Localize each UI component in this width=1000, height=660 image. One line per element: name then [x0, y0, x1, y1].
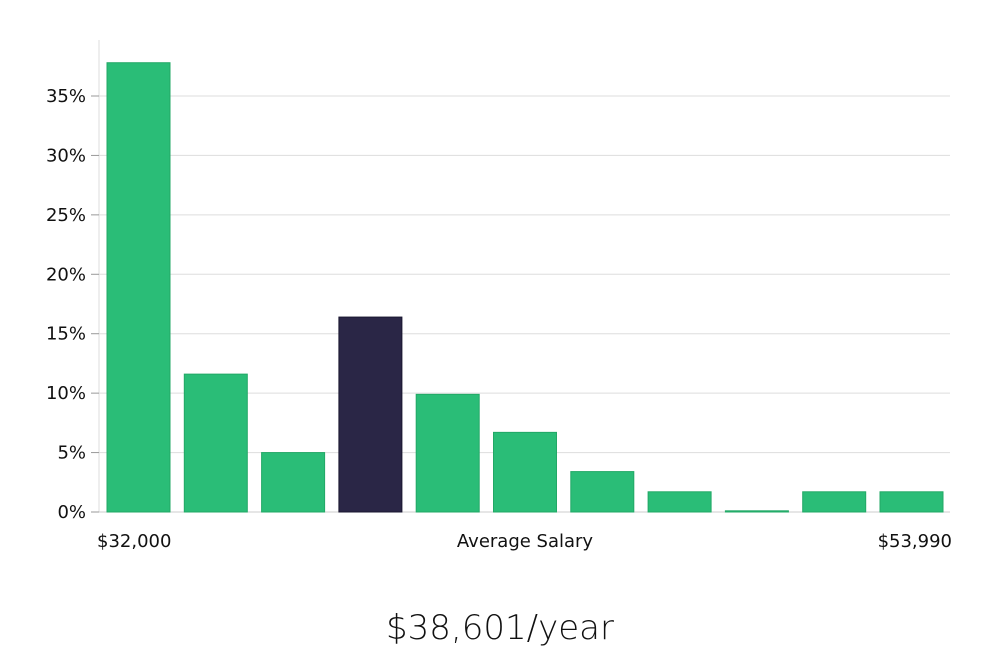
y-tick-label: 35% — [46, 86, 86, 107]
bar — [802, 491, 867, 513]
bars — [106, 62, 944, 513]
bar — [647, 491, 712, 513]
bar — [183, 373, 248, 513]
bar — [493, 431, 557, 513]
bar — [570, 471, 635, 513]
y-tick-label: 0% — [57, 502, 86, 523]
y-tick-label: 25% — [46, 205, 86, 226]
x-range-end-label: $53,990 — [878, 531, 952, 552]
bar-highlighted — [338, 316, 403, 513]
bar — [879, 491, 944, 513]
y-tick-label: 30% — [46, 145, 86, 166]
y-tick-label: 10% — [46, 383, 86, 404]
bar — [415, 393, 480, 513]
average-salary-headline: $38,601/year — [386, 608, 614, 648]
y-tick-labels: 0% 5% 10% 15% 20% 25% 30% 35% — [46, 86, 99, 523]
y-tick-label: 20% — [46, 264, 86, 285]
bar — [106, 62, 171, 513]
y-tick-label: 15% — [46, 324, 86, 345]
bar — [261, 452, 326, 513]
x-axis-title: Average Salary — [457, 531, 594, 552]
y-tick-label: 5% — [57, 443, 86, 464]
bar — [724, 510, 789, 513]
x-range-start-label: $32,000 — [97, 531, 171, 552]
salary-histogram: 0% 5% 10% 15% 20% 25% 30% 35% $32,000 Average S… — [46, 40, 952, 552]
